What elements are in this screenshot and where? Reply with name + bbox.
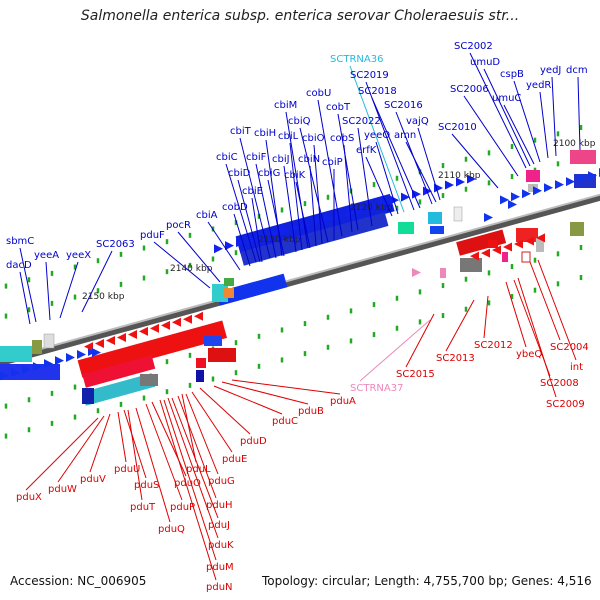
- gene-label-pduG: pduG: [208, 476, 235, 487]
- gene-label-SC2009: SC2009: [546, 399, 585, 410]
- gene-label-cobU: cobU: [306, 88, 331, 99]
- gene-label-cbiA: cbiA: [196, 210, 218, 221]
- gene-label-dcm: dcm: [566, 65, 588, 76]
- kbp-label: 2150 kbp: [82, 292, 125, 302]
- gene-label-umuC: umuC: [492, 93, 521, 104]
- gene-label-pduT: pduT: [130, 502, 156, 513]
- gene-label-SC2002: SC2002: [454, 41, 493, 52]
- reverse-gene-labels: pduX pduW pduV pduU pduS pduT pduQ pduP …: [16, 340, 589, 593]
- kbp-label: 2140 kbp: [170, 264, 213, 274]
- kbp-label: 2100 kbp: [553, 139, 596, 149]
- gene-label-pduK: pduK: [208, 540, 234, 551]
- gene-label-cbiT: cbiT: [230, 126, 252, 137]
- gene-label-cbiP: cbiP: [322, 157, 343, 168]
- gene-label-pduM: pduM: [206, 562, 234, 573]
- topology-summary: Topology: circular; Length: 4,755,700 bp…: [262, 574, 592, 588]
- gene-label-umuD: umuD: [470, 57, 500, 68]
- reverse-genes-track: [77, 228, 544, 406]
- gene-label-yedJ: yedJ: [540, 65, 561, 76]
- gene-label-pduW: pduW: [48, 484, 77, 495]
- gene-arrows: [0, 168, 600, 381]
- label-leader-lines: [19, 52, 581, 581]
- gene-label-pduV: pduV: [80, 474, 106, 485]
- gene-label-pduA: pduA: [330, 396, 356, 407]
- gene-label-sbmC: sbmC: [6, 236, 34, 247]
- gene-label-cbiD: cbiD: [228, 168, 251, 179]
- gene-label-pduJ: pduJ: [208, 520, 230, 531]
- accession-text: Accession: NC_006905: [10, 574, 147, 588]
- gene-label-SC2022: SC2022: [342, 116, 381, 127]
- gene-label-yedR: yedR: [526, 80, 551, 91]
- gene-label-cobD: cobD: [222, 202, 248, 213]
- gene-label-pduO: pduO: [174, 478, 201, 489]
- gene-label-erfK: erfK: [356, 145, 377, 156]
- gene-label-cbiF: cbiF: [246, 152, 267, 163]
- backbone: [0, 193, 600, 367]
- gene-label-SC2015: SC2015: [396, 369, 435, 380]
- gene-label-dacD: dacD: [6, 260, 32, 271]
- forward-genes-track: [0, 150, 596, 380]
- gene-label-SC2008: SC2008: [540, 378, 579, 389]
- kbp-label: 2110 kbp: [438, 171, 481, 181]
- gene-label-SC2013: SC2013: [436, 353, 475, 364]
- gene-label-cbiG: cbiG: [258, 168, 280, 179]
- gene-label-yeeX: yeeX: [66, 250, 91, 261]
- gene-label-cbiE: cbiE: [242, 186, 263, 197]
- gene-label-cbiH: cbiH: [254, 128, 276, 139]
- gene-label-pduB: pduB: [298, 406, 324, 417]
- gene-label-pduH: pduH: [206, 500, 233, 511]
- gene-label-cobT: cobT: [326, 102, 351, 113]
- gene-label-SC2004: SC2004: [550, 342, 589, 353]
- gene-label-cspB: cspB: [500, 69, 524, 80]
- gene-label-pduD: pduD: [240, 436, 267, 447]
- gene-label-cbiM: cbiM: [274, 100, 297, 111]
- gene-label-amn: amn: [394, 130, 416, 141]
- gene-label-SC2016: SC2016: [384, 100, 423, 111]
- gene-label-pduC: pduC: [272, 416, 298, 427]
- gene-label-SC2010: SC2010: [438, 122, 477, 133]
- gene-label-cbiK: cbiK: [284, 170, 306, 181]
- gene-label-pduQ: pduQ: [158, 524, 185, 535]
- gene-label-pduF: pduF: [140, 230, 165, 241]
- kbp-label: 2120 kbp: [350, 203, 393, 213]
- gene-label-SC2019: SC2019: [350, 70, 389, 81]
- gene-label-int: int: [570, 362, 583, 373]
- map-title: Salmonella enterica subsp. enterica sero…: [80, 8, 520, 24]
- gene-label-cbiN: cbiN: [298, 154, 320, 165]
- gene-label-pduL: pduL: [186, 464, 211, 475]
- gene-label-cbiJ: cbiJ: [272, 154, 290, 165]
- gene-label-cbiL: cbiL: [278, 131, 299, 142]
- gene-label-pduU: pduU: [114, 464, 140, 475]
- gene-label-SC2063: SC2063: [96, 239, 135, 250]
- gene-label-SC2006: SC2006: [450, 84, 489, 95]
- gene-label-cbiO: cbiO: [302, 133, 325, 144]
- gene-label-pduN: pduN: [206, 582, 233, 593]
- forward-gene-labels: sbmC dacD yeeA yeeX SC2063 pduF pocR cbi…: [6, 41, 588, 271]
- gene-label-cbiC: cbiC: [216, 152, 238, 163]
- gene-label-yeeA: yeeA: [34, 250, 59, 261]
- gene-label-ybeQ: ybeQ: [516, 349, 542, 360]
- gene-label-cobS: cobS: [330, 133, 354, 144]
- gene-label-pduS: pduS: [134, 480, 159, 491]
- gene-label-SC2012: SC2012: [474, 340, 513, 351]
- gene-label-pocR: pocR: [166, 220, 191, 231]
- gene-label-pduX: pduX: [16, 492, 42, 503]
- gene-label-SCTRNA36: SCTRNA36: [330, 54, 383, 65]
- gene-label-cboQ: cbiQ: [288, 116, 311, 127]
- gene-label-yeeO: yeeO: [364, 130, 390, 141]
- gene-label-vajQ: vajQ: [406, 116, 429, 127]
- gene-label-SC2018: SC2018: [358, 86, 397, 97]
- gene-label-pduP: pduP: [170, 502, 195, 513]
- gene-label-pduE: pduE: [222, 454, 247, 465]
- gene-label-SCTRNA37: SCTRNA37: [350, 383, 403, 394]
